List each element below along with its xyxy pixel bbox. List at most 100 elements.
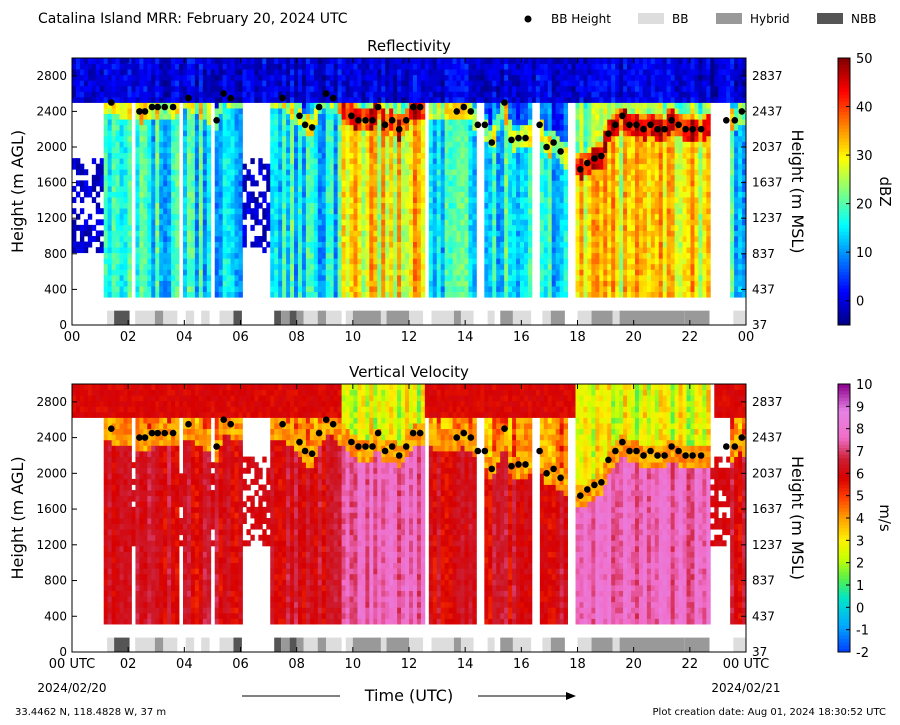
- heatmap-cell: [305, 280, 311, 287]
- heatmap-cell: [127, 269, 132, 276]
- heatmap-cell: [123, 202, 128, 209]
- heatmap-cell: [95, 247, 101, 254]
- heatmap-cell: [282, 102, 287, 109]
- heatmap-cell: [79, 74, 85, 81]
- heatmap-cell: [420, 130, 426, 137]
- heatmap-cell: [452, 69, 457, 76]
- heatmap-cell: [472, 91, 477, 98]
- heatmap-cell: [500, 269, 505, 276]
- heatmap-cell: [420, 152, 426, 159]
- heatmap-cell: [520, 108, 525, 115]
- heatmap-cell: [504, 202, 509, 209]
- heatmap-cell: [547, 96, 553, 103]
- heatmap-cell: [147, 85, 152, 92]
- heatmap-cell: [393, 258, 398, 265]
- heatmap-cell: [190, 202, 196, 209]
- heatmap-cell: [135, 119, 140, 126]
- heatmap-cell: [527, 141, 533, 148]
- heatmap-cell: [547, 185, 553, 192]
- heatmap-cell: [385, 286, 390, 293]
- heatmap-cell: [115, 108, 120, 115]
- heatmap-cell: [460, 124, 465, 131]
- heatmap-cell: [290, 180, 295, 187]
- heatmap-cell: [163, 108, 168, 115]
- heatmap-cell: [440, 124, 446, 131]
- heatmap-cell: [95, 63, 101, 70]
- heatmap-cell: [167, 74, 172, 81]
- heatmap-cell: [107, 163, 113, 170]
- heatmap-cell: [127, 224, 132, 231]
- heatmap-cell: [440, 141, 446, 148]
- heatmap-cell: [543, 269, 549, 276]
- heatmap-cell: [286, 108, 291, 115]
- heatmap-cell: [484, 185, 489, 192]
- heatmap-cell: [353, 141, 358, 148]
- heatmap-cell: [115, 130, 120, 137]
- heatmap-cell: [111, 80, 117, 87]
- heatmap-cell: [373, 141, 378, 148]
- heatmap-cell: [337, 252, 342, 259]
- heatmap-cell: [214, 158, 220, 165]
- heatmap-cell: [135, 185, 140, 192]
- heatmap-cell: [202, 158, 208, 165]
- heatmap-cell: [432, 80, 438, 87]
- heatmap-cell: [222, 124, 228, 131]
- heatmap-cell: [79, 96, 85, 103]
- heatmap-cell: [297, 185, 303, 192]
- heatmap-cell: [595, 113, 600, 120]
- heatmap-cell: [278, 130, 283, 137]
- heatmap-cell: [294, 163, 299, 170]
- heatmap-cell: [250, 208, 255, 215]
- heatmap-cell: [202, 269, 208, 276]
- heatmap-cell: [341, 174, 346, 181]
- heatmap-cell: [341, 202, 346, 209]
- heatmap-cell: [111, 63, 117, 70]
- heatmap-cell: [480, 63, 485, 70]
- heatmap-cell: [230, 219, 235, 226]
- heatmap-cell: [361, 269, 366, 276]
- heatmap-cell: [432, 141, 438, 148]
- heatmap-cell: [171, 185, 176, 192]
- heatmap-cell: [341, 63, 346, 70]
- heatmap-cell: [119, 80, 124, 87]
- heatmap-cell: [290, 208, 295, 215]
- heatmap-cell: [234, 174, 239, 181]
- heatmap-cell: [567, 80, 572, 87]
- heatmap-cell: [468, 141, 473, 148]
- heatmap-cell: [294, 219, 299, 226]
- heatmap-cell: [516, 152, 521, 159]
- heatmap-cell: [504, 69, 509, 76]
- heatmap-cell: [83, 85, 89, 92]
- heatmap-cell: [127, 74, 132, 81]
- heatmap-cell: [520, 280, 525, 287]
- heatmap-cell: [543, 80, 549, 87]
- heatmap-cell: [440, 252, 446, 259]
- heatmap-cell: [301, 191, 307, 198]
- heatmap-cell: [409, 185, 414, 192]
- heatmap-cell: [555, 74, 561, 81]
- heatmap-cell: [516, 280, 521, 287]
- heatmap-cell: [464, 185, 469, 192]
- heatmap-cell: [313, 124, 319, 131]
- heatmap-cell: [385, 124, 390, 131]
- heatmap-cell: [274, 130, 279, 137]
- heatmap-cell: [516, 263, 521, 270]
- heatmap-cell: [591, 247, 596, 254]
- heatmap-cell: [290, 241, 295, 248]
- heatmap-cell: [484, 91, 489, 98]
- heatmap-cell: [436, 152, 442, 159]
- heatmap-cell: [222, 102, 228, 109]
- heatmap-cell: [230, 124, 235, 131]
- heatmap-cell: [226, 191, 231, 198]
- heatmap-cell: [313, 158, 319, 165]
- heatmap-cell: [389, 135, 394, 142]
- heatmap-cell: [230, 291, 235, 298]
- heatmap-cell: [135, 58, 140, 64]
- heatmap-cell: [294, 69, 299, 76]
- heatmap-cell: [476, 69, 481, 76]
- heatmap-cell: [416, 213, 422, 220]
- heatmap-cell: [385, 147, 390, 153]
- heatmap-cell: [472, 258, 477, 265]
- heatmap-cell: [369, 224, 374, 231]
- heatmap-cell: [393, 119, 398, 126]
